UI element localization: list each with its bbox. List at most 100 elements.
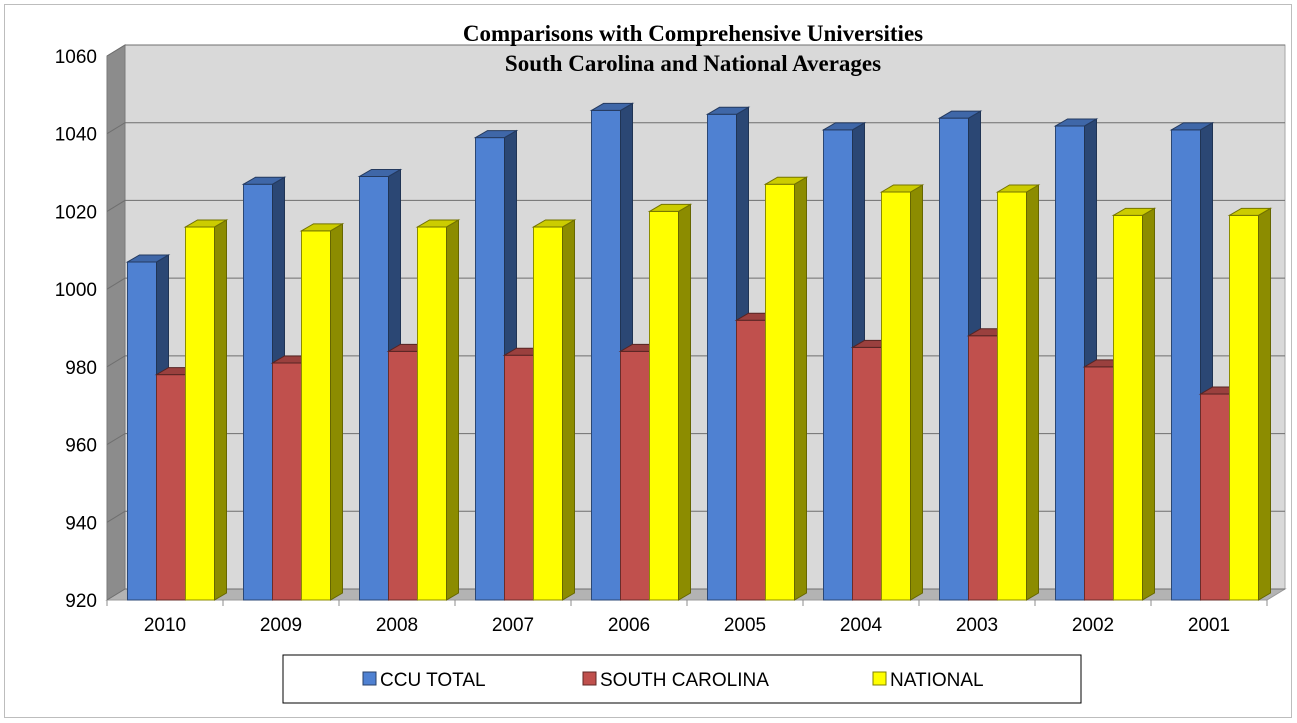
bar-front (388, 350, 418, 601)
gridline (106, 122, 1285, 135)
bar-front (243, 183, 273, 601)
y-tick-label: 940 (65, 513, 97, 534)
bar-side (910, 184, 923, 601)
bar-front (939, 117, 969, 601)
bar-front (997, 191, 1027, 601)
legend-label: SOUTH CAROLINA (600, 670, 769, 691)
y-tick-label: 980 (65, 358, 97, 379)
bar-side (562, 219, 575, 601)
bar-top (357, 168, 403, 177)
bar-top (415, 219, 461, 228)
bar-front (765, 183, 795, 601)
y-tick-label: 1000 (55, 280, 97, 301)
legend-swatch (872, 671, 887, 686)
bar-top (125, 254, 171, 263)
bar-front (1113, 214, 1143, 601)
x-axis-tick-labels: 2010 2009 2008 2007 2006 2005 2004 2003 2002 2001 (106, 600, 1268, 636)
bar-top (299, 223, 345, 232)
gridline (106, 44, 1285, 57)
bar-side (1142, 207, 1155, 601)
bar-front (649, 210, 679, 601)
bar-top (1111, 207, 1157, 216)
legend-swatch (582, 671, 597, 686)
bar (647, 203, 693, 601)
bar-front (1229, 214, 1259, 601)
bar-front (504, 354, 534, 601)
bar-front (1200, 393, 1230, 601)
bar-front (591, 109, 621, 601)
bar-front (156, 374, 186, 601)
x-tick-label: 2002 (1072, 615, 1114, 636)
bar (995, 184, 1041, 601)
y-axis-tick-labels: 920 940 960 980 1000 1020 1040 1060 (55, 47, 97, 612)
bar-top (647, 203, 693, 212)
bar-front (1084, 366, 1114, 601)
legend: CCU TOTAL SOUTH CAROLINA NATIONAL (282, 654, 1082, 704)
bar-side (1258, 207, 1271, 601)
bar-top (763, 176, 809, 185)
y-tick-label: 960 (65, 436, 97, 457)
bar-side (214, 219, 227, 601)
bar-side (794, 176, 807, 601)
bar-front (823, 129, 853, 601)
bar (879, 184, 925, 601)
bar-top (589, 102, 635, 111)
y-tick-label: 1040 (55, 125, 97, 146)
bar (1111, 207, 1157, 601)
bar-front (301, 230, 331, 601)
legend-box (282, 654, 1082, 704)
bar-top (995, 184, 1041, 193)
bar-front (185, 226, 215, 601)
bars (125, 102, 1273, 601)
x-tick-label: 2003 (956, 615, 998, 636)
bar-side (678, 203, 691, 601)
legend-label: CCU TOTAL (380, 670, 486, 691)
bar-top (879, 184, 925, 193)
bar-chart: 920 940 960 980 1000 1020 1040 1060 2010 2009 200… (55, 21, 1287, 704)
chart-subtitle: South Carolina and National Averages (505, 51, 881, 76)
bar-front (620, 350, 650, 601)
y-tick-label: 1060 (55, 47, 97, 68)
bar-front (707, 113, 737, 601)
bar (1227, 207, 1273, 601)
bar (299, 222, 345, 601)
bar-top (241, 176, 287, 185)
bar-front (736, 319, 766, 601)
bar-top (705, 106, 751, 115)
bar-top (1053, 118, 1099, 127)
bar-top (821, 122, 867, 131)
bar (763, 176, 809, 601)
bar-side (330, 222, 343, 601)
bar-front (881, 191, 911, 601)
bar-top (937, 110, 983, 119)
x-tick-label: 2004 (840, 615, 883, 636)
legend-swatch (362, 671, 377, 686)
bar-top (531, 219, 577, 228)
chart-frame: 920 940 960 980 1000 1020 1040 1060 2010 2009 200… (4, 4, 1292, 718)
bar-front (475, 137, 505, 601)
bar-front (968, 335, 998, 601)
bar-top (1169, 122, 1215, 131)
bar-front (127, 261, 157, 601)
bar-front (1055, 125, 1085, 601)
chart-title: Comparisons with Comprehensive Universit… (463, 21, 923, 46)
bar-top (183, 219, 229, 228)
bar-front (852, 346, 882, 601)
bar (531, 219, 577, 601)
bar-front (272, 362, 302, 601)
bar-front (533, 226, 563, 601)
bar-side (1026, 184, 1039, 601)
y-tick-label: 1020 (55, 202, 97, 223)
bar-top (473, 130, 519, 139)
x-tick-label: 2001 (1188, 615, 1230, 636)
legend-label: NATIONAL (890, 670, 984, 691)
y-tick-label: 920 (65, 591, 97, 612)
x-tick-label: 2007 (492, 615, 534, 636)
x-tick-label: 2006 (608, 615, 650, 636)
x-tick-label: 2008 (376, 615, 418, 636)
bar-front (417, 226, 447, 601)
bar-front (359, 175, 389, 601)
x-tick-label: 2010 (144, 615, 186, 636)
x-tick-label: 2009 (260, 615, 302, 636)
bar (415, 219, 461, 601)
